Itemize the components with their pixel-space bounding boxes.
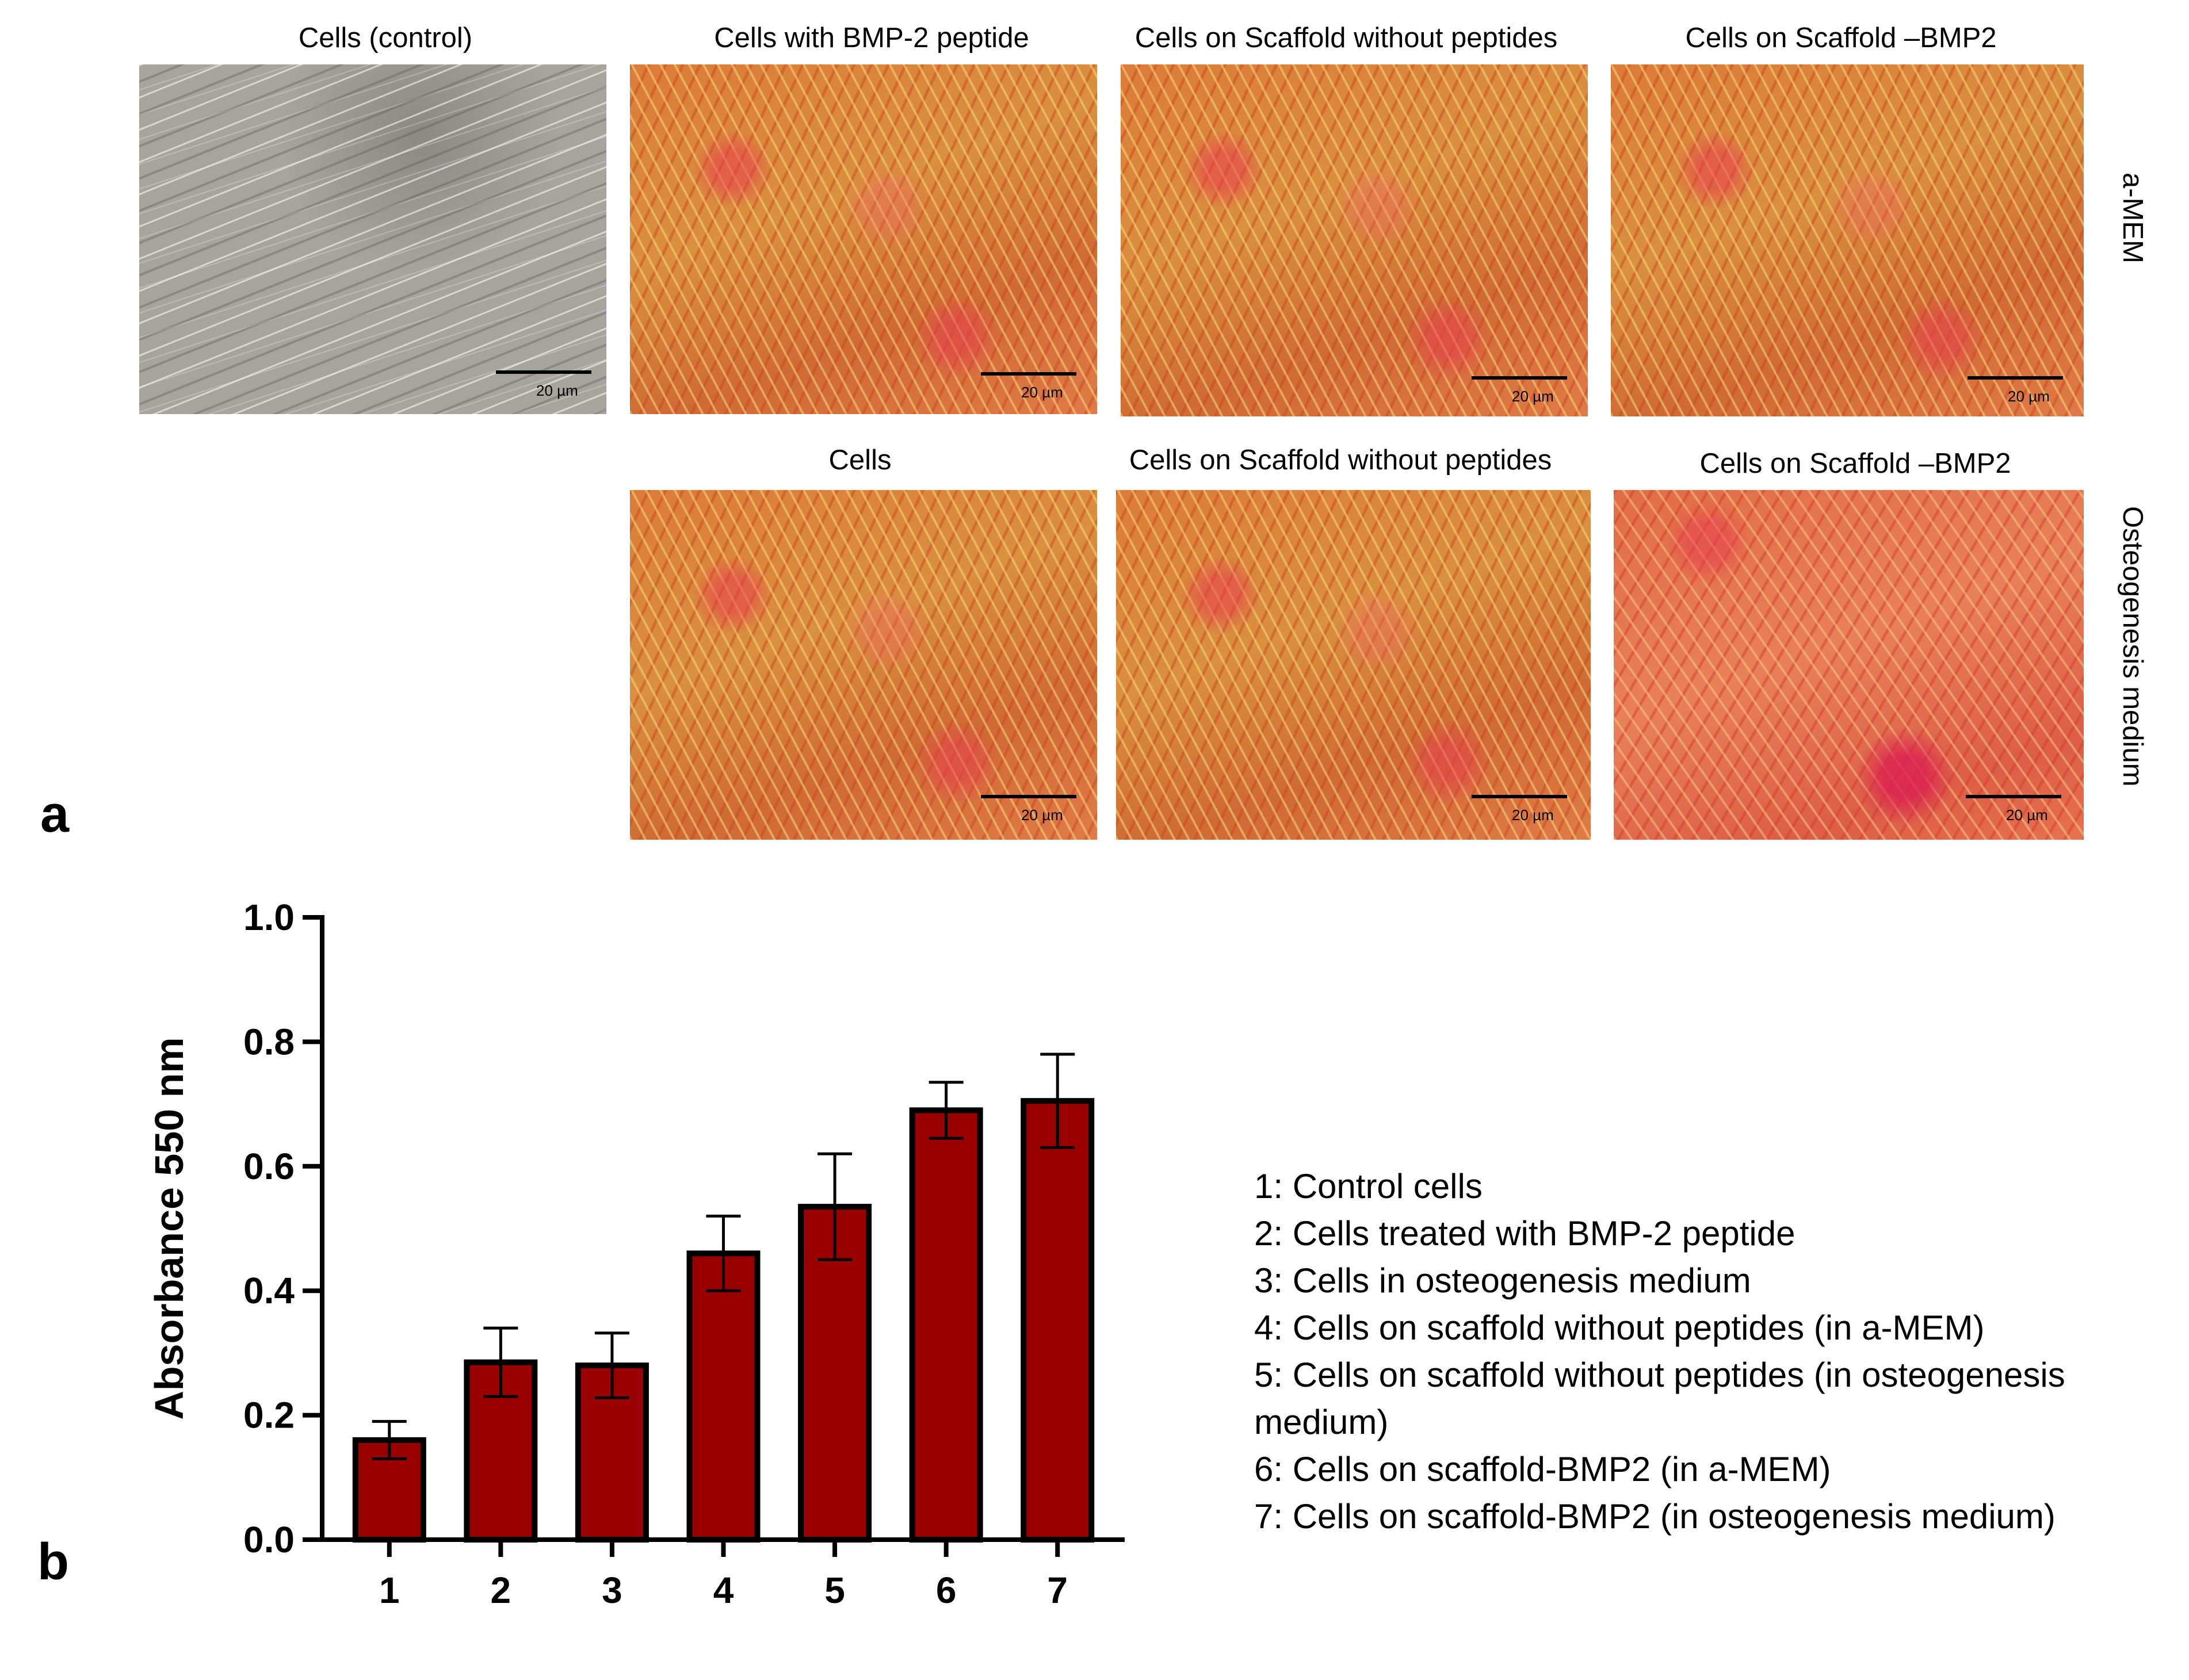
scale-bar-label: 20 µm: [1512, 388, 1554, 405]
panel-title-7: Cells on Scaffold –BMP2: [1699, 448, 2011, 479]
x-tick-label: 3: [602, 1570, 622, 1611]
bar-5: [798, 1204, 872, 1543]
y-tick-label: 0.0: [243, 1519, 295, 1560]
legend-item-2: 2: Cells treated with BMP-2 peptide: [1254, 1214, 1795, 1253]
x-tick-label: 6: [936, 1570, 957, 1611]
scale-bar: [981, 795, 1076, 798]
scale-bar-label: 20 µm: [1021, 806, 1063, 824]
scale-bar: [1472, 376, 1567, 380]
y-axis-label: Absorbance 550 nm: [147, 1037, 192, 1419]
micrograph-scaffold-no-peptides-osteo: 20 µm: [1116, 490, 1591, 840]
legend-item-7: 7: Cells on scaffold-BMP2 (in osteogenes…: [1254, 1497, 2056, 1536]
scale-bar-label: 20 µm: [1021, 384, 1063, 401]
micrograph-control: 20 µm: [139, 64, 606, 414]
panel-title-3: Cells on Scaffold without peptides: [1134, 22, 1558, 53]
micrograph-cells-osteogenesis: 20 µm: [630, 490, 1097, 840]
panel-label-b: b: [37, 1533, 69, 1591]
y-tick-label: 0.4: [243, 1270, 295, 1311]
scale-bar: [981, 372, 1076, 376]
micrograph-scaffold-bmp2-osteo: 20 µm: [1614, 490, 2084, 840]
x-tick-label: 4: [713, 1570, 734, 1611]
panel-label-a: a: [40, 786, 70, 843]
scale-bar: [1966, 795, 2061, 798]
bar-4: [686, 1250, 761, 1543]
legend-item-6: 6: Cells on scaffold-BMP2 (in a-MEM): [1254, 1450, 1831, 1488]
micrograph-bmp2-peptide: 20 µm: [630, 64, 1097, 414]
scale-bar: [1472, 795, 1567, 798]
legend-item-1: 1: Control cells: [1254, 1167, 1483, 1206]
scale-bar-label: 20 µm: [2006, 806, 2048, 824]
x-tick-label: 7: [1047, 1570, 1068, 1611]
legend-item-5-cont: medium): [1254, 1403, 1389, 1441]
scale-bar: [496, 370, 591, 374]
panel-title-1: Cells (control): [298, 22, 473, 53]
legend-item-4: 4: Cells on scaffold without peptides (i…: [1254, 1308, 1985, 1347]
chart-labels: 0.0 0.2 0.4 0.6 0.8 1.0 Absorbance 550 nm 1 2 3 4 5…: [147, 897, 1068, 1611]
panel-title-2: Cells with BMP-2 peptide: [714, 22, 1029, 53]
bar-6: [909, 1107, 983, 1543]
panel-title-5: Cells: [828, 445, 892, 476]
chart-bars: [352, 1053, 1095, 1543]
scale-bar: [1968, 376, 2063, 380]
bar-7: [1021, 1098, 1095, 1543]
micrograph-scaffold-no-peptides-amem: 20 µm: [1121, 64, 1588, 416]
y-tick-label: 1.0: [243, 897, 295, 938]
y-tick-label: 0.6: [243, 1146, 295, 1187]
scale-bar-label: 20 µm: [536, 382, 578, 399]
x-tick-label: 2: [491, 1570, 511, 1611]
x-tick-label: 5: [824, 1570, 845, 1611]
legend-item-3: 3: Cells in osteogenesis medium: [1254, 1261, 1751, 1300]
legend-item-5: 5: Cells on scaffold without peptides (i…: [1254, 1356, 2065, 1394]
panel-title-4: Cells on Scaffold –BMP2: [1685, 22, 1997, 53]
panel-title-6: Cells on Scaffold without peptides: [1129, 445, 1552, 476]
x-tick-label: 1: [379, 1570, 400, 1611]
micrograph-scaffold-bmp2-amem: 20 µm: [1611, 64, 2084, 416]
y-tick-label: 0.2: [243, 1395, 295, 1436]
y-tick-label: 0.8: [243, 1021, 295, 1062]
scale-bar-label: 20 µm: [2008, 388, 2050, 405]
scale-bar-label: 20 µm: [1512, 806, 1554, 824]
